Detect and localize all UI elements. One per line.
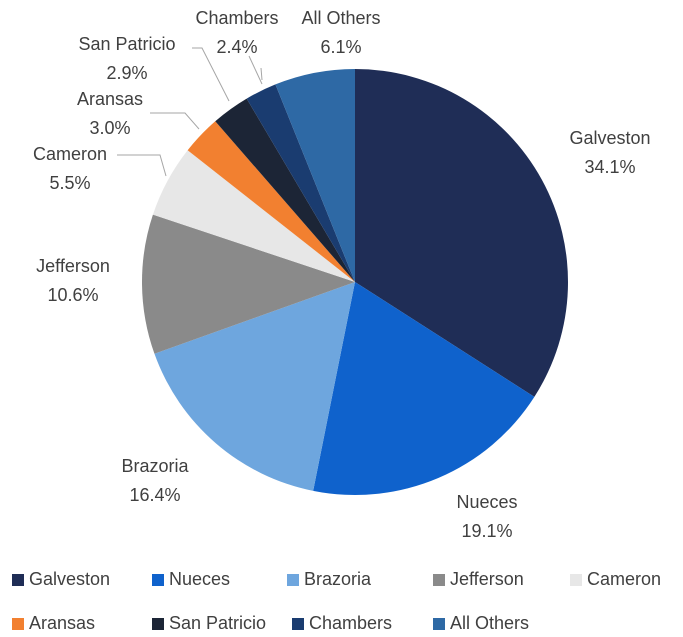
leader-lines [117, 47, 263, 177]
slice-value-label: 16.4% [129, 485, 180, 505]
legend-label: Galveston [29, 569, 110, 589]
legend-swatch [12, 618, 24, 630]
slice-label: Nueces [456, 492, 517, 512]
legend-swatch [152, 618, 164, 630]
legend-swatch [433, 618, 445, 630]
slice-label: Jefferson [36, 256, 110, 276]
slice-value-label: 34.1% [584, 157, 635, 177]
leader-line [117, 154, 167, 177]
pie-slice [154, 282, 355, 491]
leader-line [150, 112, 200, 130]
legend-label: Chambers [309, 613, 392, 633]
pie-slice [246, 84, 355, 282]
legend-label: Brazoria [304, 569, 372, 589]
slice-value-label: 19.1% [461, 521, 512, 541]
legend-swatch [12, 574, 24, 586]
legend-label: Nueces [169, 569, 230, 589]
slice-label: Cameron [33, 144, 107, 164]
pie-slice [152, 150, 355, 282]
slice-label: Brazoria [121, 456, 189, 476]
legend-label: Aransas [29, 613, 95, 633]
pie-slice [215, 98, 355, 282]
legend-swatch [287, 574, 299, 586]
slice-label: Aransas [77, 89, 143, 109]
slice-value-label: 6.1% [320, 37, 361, 57]
slice-label: All Others [301, 8, 380, 28]
legend-label: Cameron [587, 569, 661, 589]
pie-slice [313, 282, 535, 495]
legend-swatch [292, 618, 304, 630]
legend-label: San Patricio [169, 613, 266, 633]
pie [142, 69, 568, 495]
leader-line [192, 47, 230, 102]
slice-label: San Patricio [78, 34, 175, 54]
legend-swatch [433, 574, 445, 586]
legend-label: All Others [450, 613, 529, 633]
legend-swatch [570, 574, 582, 586]
slice-label: Chambers [195, 8, 278, 28]
leader-line [260, 67, 263, 81]
slice-value-label: 10.6% [47, 285, 98, 305]
pie-slice [355, 69, 568, 397]
slice-value-label: 5.5% [49, 173, 90, 193]
slice-value-label: 2.4% [216, 37, 257, 57]
pie-slice [142, 214, 355, 354]
legend-label: Jefferson [450, 569, 524, 589]
slice-label: Galveston [569, 128, 650, 148]
pie-slice [275, 69, 355, 282]
slice-value-label: 2.9% [106, 63, 147, 83]
legend-swatch [152, 574, 164, 586]
slice-value-label: 3.0% [89, 118, 130, 138]
pie-slice [187, 121, 355, 283]
leader-line [248, 55, 263, 85]
